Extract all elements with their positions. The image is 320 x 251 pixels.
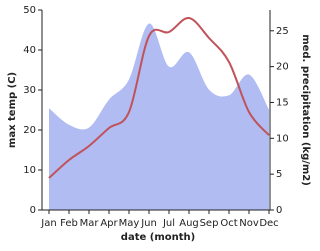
x-tick-label: Aug: [179, 218, 199, 229]
y2-tick-label: 0: [276, 205, 282, 216]
y-tick-label: 30: [23, 85, 36, 96]
y-tick-label: 10: [23, 165, 36, 176]
y2-axis-label: med. precipitation (kg/m2): [300, 34, 311, 186]
x-tick-label: Nov: [239, 218, 259, 229]
x-tick-label: Dec: [259, 218, 278, 229]
x-tick-label: Jan: [40, 218, 56, 229]
x-tick-label: Oct: [220, 218, 237, 229]
y2-tick-label: 20: [276, 62, 289, 73]
x-tick-label: Sep: [200, 218, 219, 229]
y-tick-label: 40: [23, 45, 36, 56]
chart: date (month) max temp (C) med. precipita…: [7, 5, 311, 243]
y-axis-label: max temp (C): [7, 72, 18, 148]
x-tick-label: Mar: [80, 218, 100, 229]
x-tick-label: Feb: [60, 218, 78, 229]
y2-tick-label: 10: [276, 133, 289, 144]
temperature-line: [48, 17, 270, 179]
y-tick-label: 0: [30, 205, 36, 216]
x-axis-label: date (month): [121, 232, 195, 243]
x-tick-label: Jun: [140, 218, 157, 229]
y-tick-label: 20: [23, 125, 36, 136]
y2-tick-label: 5: [276, 169, 282, 180]
y2-tick-label: 25: [276, 26, 289, 37]
y2-tick-label: 15: [276, 97, 289, 108]
y-tick-label: 50: [23, 5, 36, 16]
x-tick-label: Jul: [162, 218, 175, 229]
precipitation-area: [49, 23, 269, 210]
x-tick-label: May: [119, 218, 140, 229]
x-tick-label: Apr: [100, 218, 118, 229]
